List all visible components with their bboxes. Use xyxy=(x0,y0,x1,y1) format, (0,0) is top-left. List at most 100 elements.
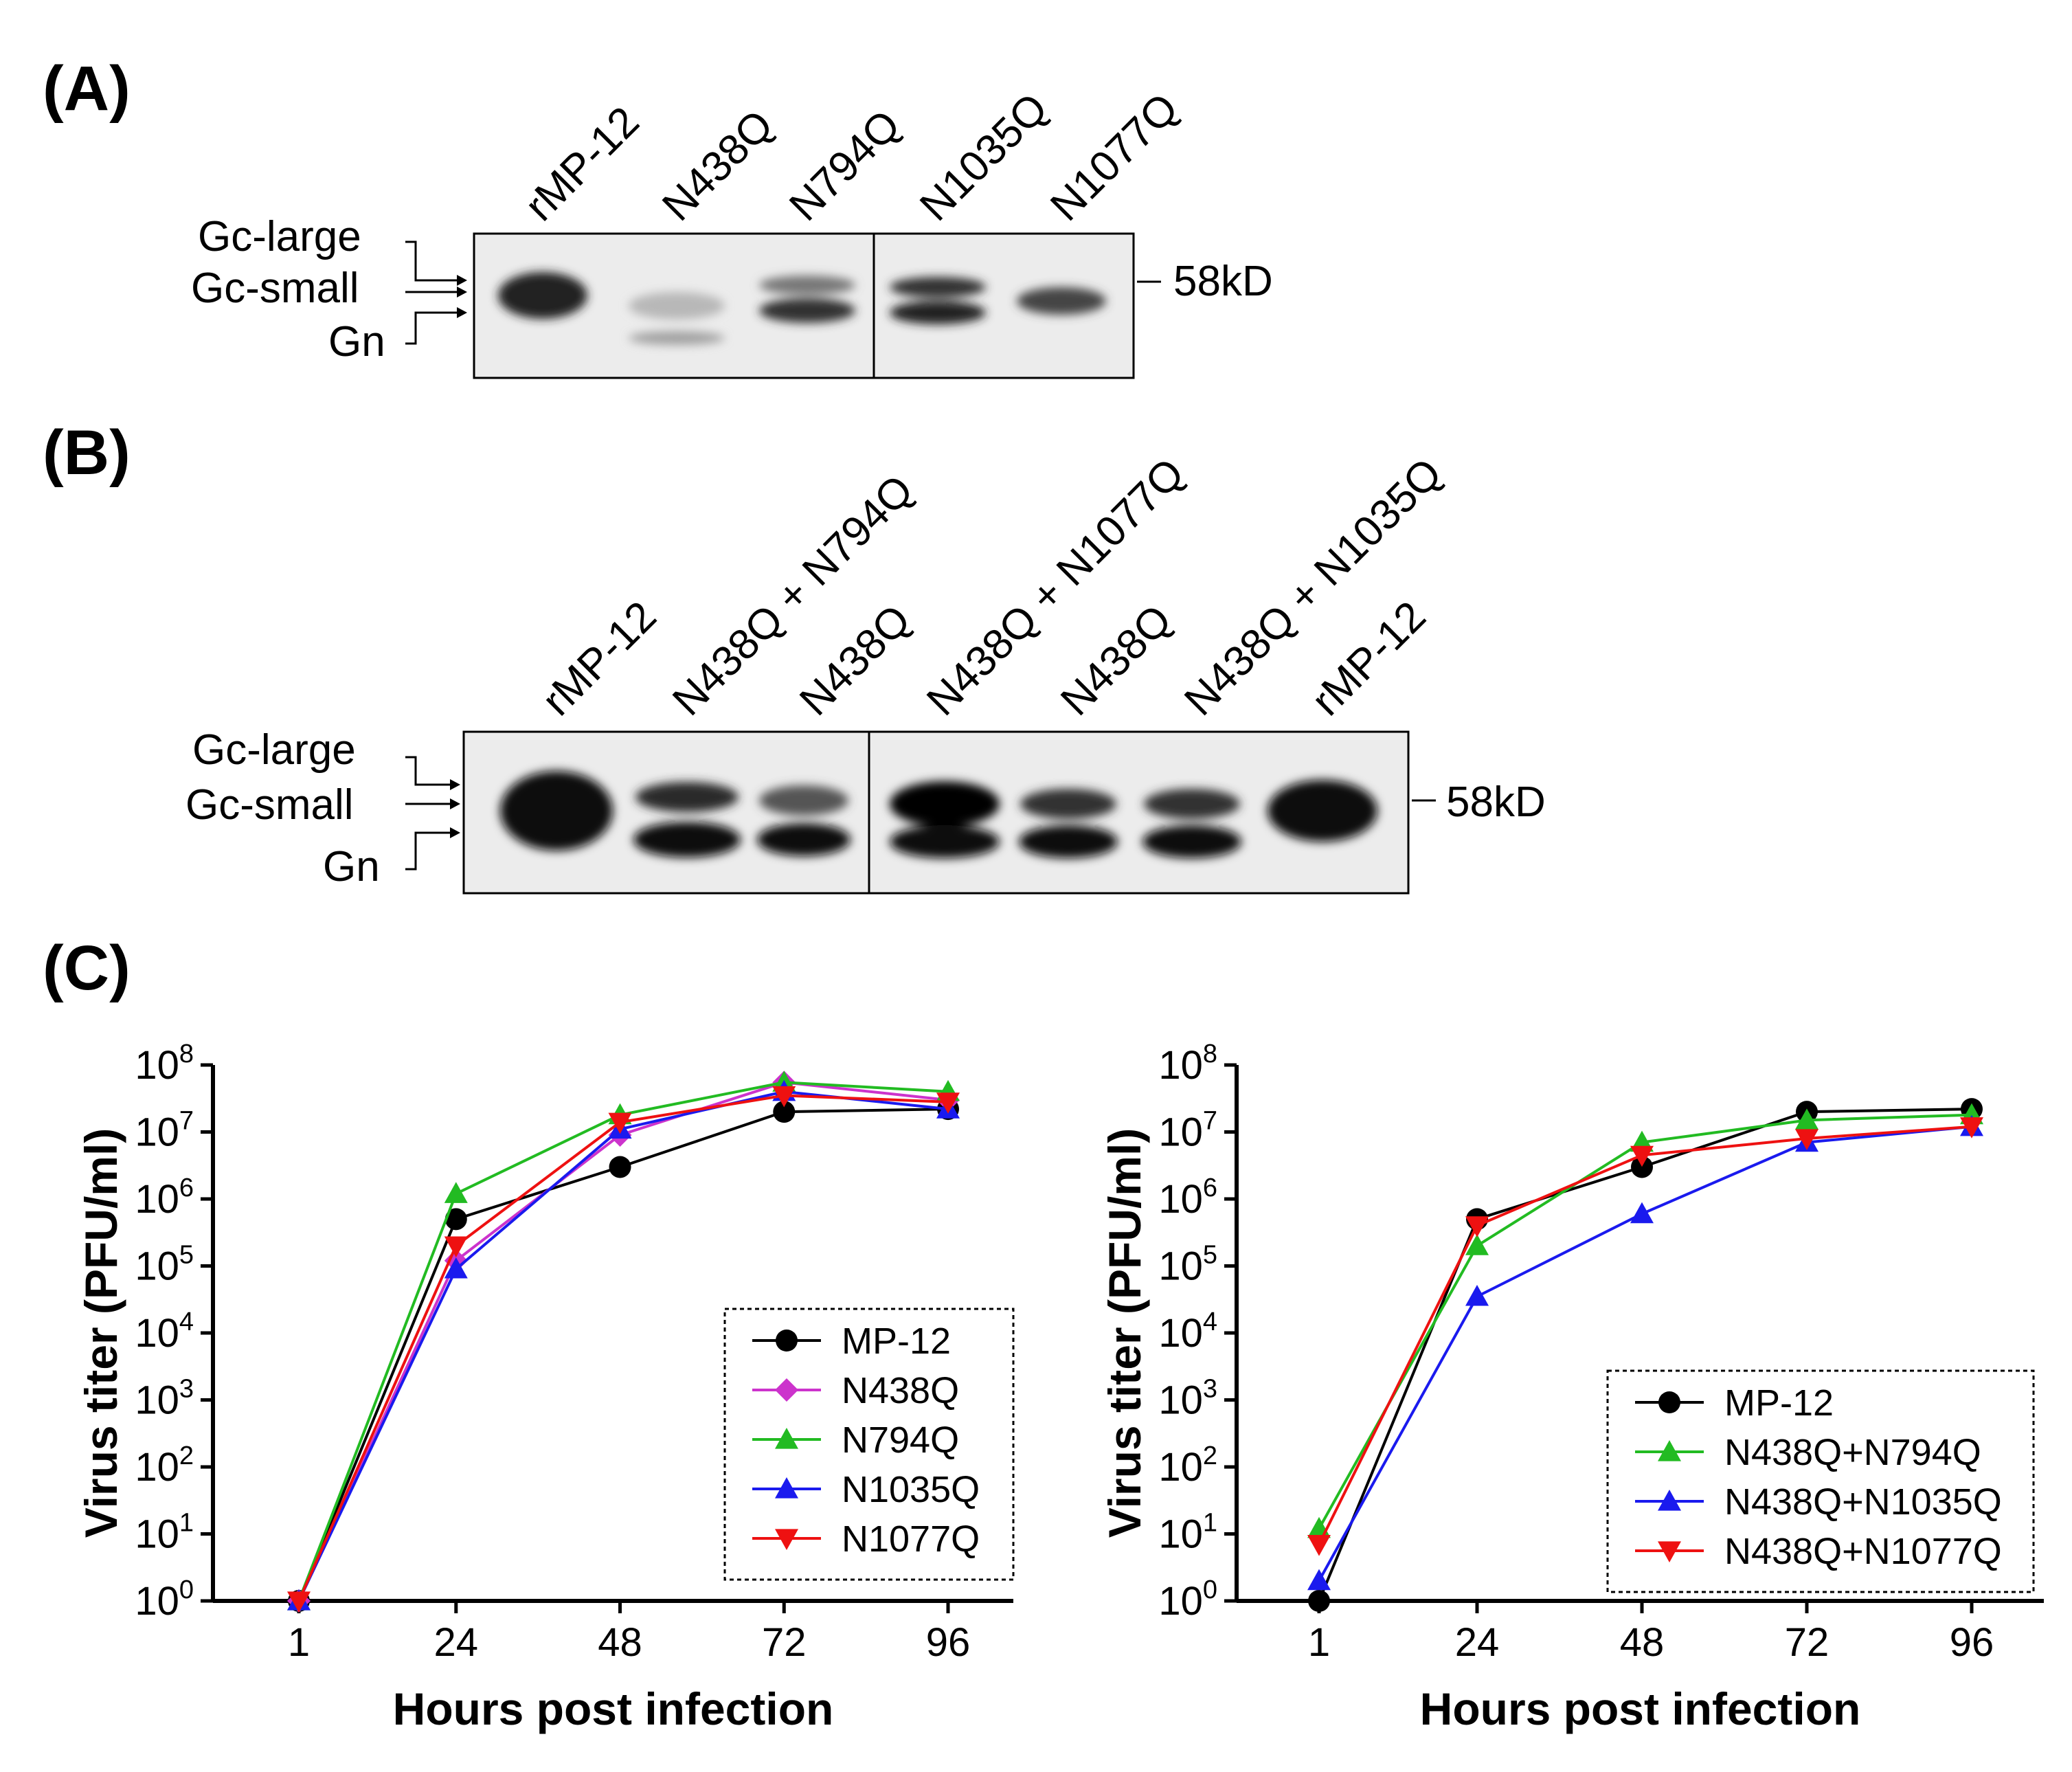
x-tick-label: 48 xyxy=(598,1620,642,1665)
legend-marker xyxy=(775,1529,798,1550)
lane-label: rMP-12 xyxy=(516,98,649,230)
y-tick-label: 105 xyxy=(135,1241,194,1289)
arrow-gc-large xyxy=(405,240,457,282)
blot-band xyxy=(1020,789,1116,819)
lane-label: N438Q xyxy=(791,596,920,725)
data-point xyxy=(773,1101,796,1123)
y-tick-label: 107 xyxy=(135,1107,194,1155)
y-tick-label: 104 xyxy=(1158,1308,1217,1356)
arrow-gc-small-head xyxy=(457,287,467,298)
data-point xyxy=(1307,1535,1331,1556)
panel-a-label: (A) xyxy=(43,54,131,124)
arrow-gc-large xyxy=(405,756,450,786)
data-point xyxy=(1795,1129,1818,1150)
blot-band xyxy=(1142,825,1241,858)
blot-band xyxy=(1144,789,1240,819)
legend-marker xyxy=(775,1477,798,1499)
lane-label: N438Q xyxy=(1052,596,1181,725)
legend-marker xyxy=(775,1378,798,1402)
arrow-gn xyxy=(405,831,450,871)
data-point xyxy=(1630,1145,1654,1167)
blot-b xyxy=(462,730,1410,895)
blot-band xyxy=(1017,287,1106,315)
legend-marker xyxy=(1658,1391,1680,1413)
lane-label: N1077Q xyxy=(1041,85,1187,230)
x-tick-label: 24 xyxy=(1455,1620,1500,1665)
arrow-gc-small-head xyxy=(450,798,460,809)
panel-c-label: (C) xyxy=(43,933,131,1003)
blot-band xyxy=(757,823,851,856)
legend-marker xyxy=(1658,1440,1681,1461)
blot-band xyxy=(890,825,1000,858)
lane-label: N438Q xyxy=(653,101,782,230)
arrow-gn-head xyxy=(450,827,460,838)
lane-label: N438Q + N1077Q xyxy=(918,449,1193,725)
blot-band xyxy=(633,822,741,857)
blot-band xyxy=(1268,780,1377,842)
arrow-gc-large-head xyxy=(457,275,467,286)
panel-b-label: (B) xyxy=(43,418,131,488)
marker-label-a: 58kD xyxy=(1173,258,1273,305)
panel-a-lane-labels: rMP-12 N438Q N794Q N1035Q N1077Q xyxy=(516,85,1187,230)
legend-label: N438Q+N1035Q xyxy=(1724,1481,2002,1523)
x-tick-label: 48 xyxy=(1620,1620,1665,1665)
y-tick-label: 106 xyxy=(1158,1174,1217,1222)
legend-label: N1035Q xyxy=(842,1469,980,1510)
y-tick-label: 106 xyxy=(135,1174,194,1222)
y-tick-label: 108 xyxy=(1158,1040,1217,1088)
y-tick-label: 102 xyxy=(1158,1442,1217,1490)
data-point xyxy=(444,1236,468,1258)
y-axis-title: Virus titer (PFU/ml) xyxy=(1099,1128,1150,1538)
blot-band xyxy=(890,277,986,298)
lane-label: N794Q xyxy=(780,101,910,230)
band-label-gc-small: Gc-small xyxy=(191,265,359,312)
legend-marker xyxy=(1658,1541,1681,1562)
x-tick-label: 96 xyxy=(926,1620,971,1665)
arrow-gn xyxy=(405,311,457,345)
x-tick-label: 1 xyxy=(1308,1620,1330,1665)
data-point xyxy=(936,1092,960,1114)
y-tick-label: 102 xyxy=(135,1442,194,1490)
x-tick-label: 96 xyxy=(1950,1620,1994,1665)
blot-band xyxy=(759,298,855,323)
data-point xyxy=(1630,1202,1654,1224)
data-point xyxy=(1308,1590,1330,1612)
legend-label: MP-12 xyxy=(1724,1382,1834,1424)
x-tick-label: 1 xyxy=(288,1620,310,1665)
y-axis-title: Virus titer (PFU/ml) xyxy=(76,1128,126,1538)
band-label-gc-small: Gc-small xyxy=(185,781,354,829)
legend-marker xyxy=(776,1330,798,1352)
data-point xyxy=(608,1112,632,1134)
legend-marker xyxy=(1658,1490,1681,1511)
legend-label: MP-12 xyxy=(842,1321,951,1362)
band-label-gn: Gn xyxy=(323,843,380,890)
y-tick-label: 105 xyxy=(1158,1241,1217,1289)
blot-a xyxy=(473,232,1135,379)
y-tick-label: 100 xyxy=(1158,1575,1217,1624)
y-tick-label: 103 xyxy=(135,1375,194,1423)
data-point xyxy=(444,1208,467,1231)
data-point xyxy=(1465,1234,1489,1255)
growth-chart-single-mutants: 100 101 102 103 104 105 106 107 108 1 24 48 72 96 Hour… xyxy=(76,1040,1015,1734)
data-point xyxy=(444,1257,468,1279)
blot-band xyxy=(635,782,739,812)
blot-band xyxy=(629,292,725,319)
y-tick-label: 101 xyxy=(135,1509,194,1557)
blot-band xyxy=(890,301,986,324)
marker-label-b: 58kD xyxy=(1446,778,1546,826)
blot-band xyxy=(500,771,613,851)
band-label-gn: Gn xyxy=(328,318,385,366)
blot-band xyxy=(629,331,725,345)
legend-box xyxy=(723,1308,1015,1581)
lane-label: N1035Q xyxy=(911,85,1057,230)
x-axis-title: Hours post infection xyxy=(1420,1683,1861,1734)
legend-marker xyxy=(775,1428,798,1449)
arrow-gc-large-head xyxy=(450,779,460,790)
data-point xyxy=(444,1182,468,1203)
panel-b-band-labels: Gc-large Gc-small Gn xyxy=(185,726,460,890)
data-point xyxy=(1960,1117,1983,1139)
legend-label: N438Q+N1077Q xyxy=(1724,1531,2002,1572)
x-tick-label: 72 xyxy=(762,1620,807,1665)
lane-label: rMP-12 xyxy=(533,592,666,725)
x-tick-label: 24 xyxy=(434,1620,479,1665)
